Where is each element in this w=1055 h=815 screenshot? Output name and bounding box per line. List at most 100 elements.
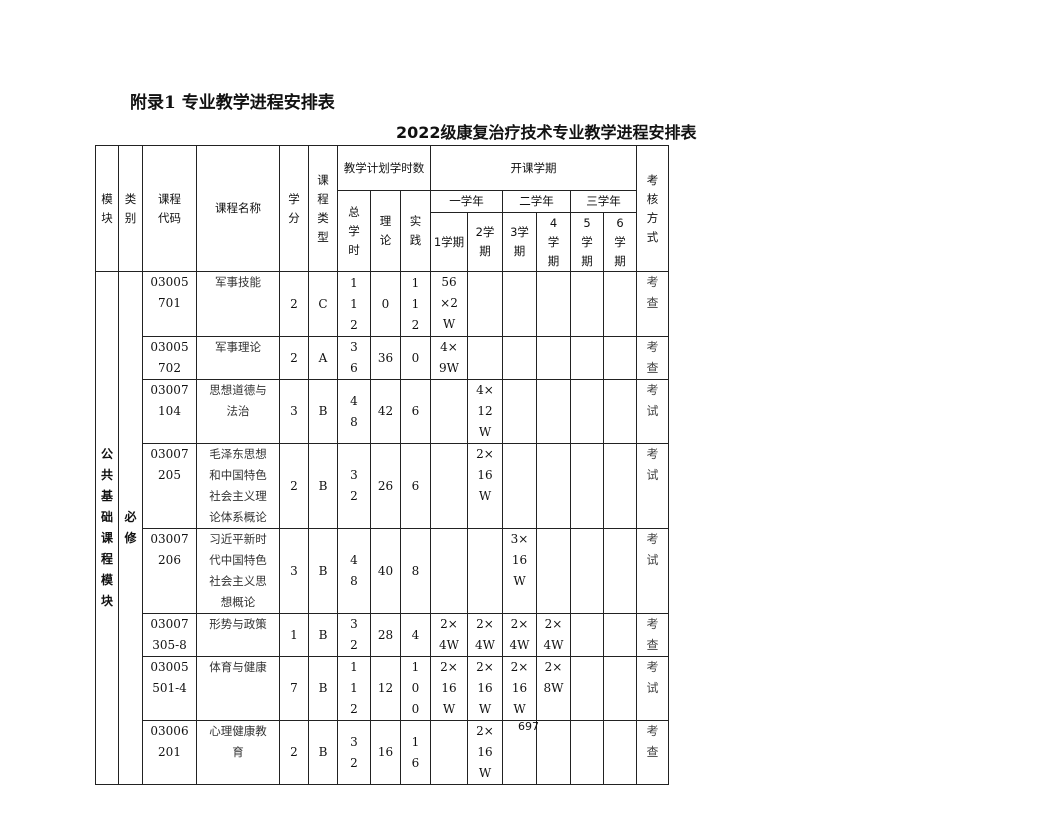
semester-6-cell — [603, 656, 637, 721]
header-total: 总学时 — [337, 190, 371, 272]
course-name: 形势与政策 — [196, 613, 280, 657]
theory-hours: 42 — [370, 379, 401, 444]
theory-hours: 40 — [370, 528, 401, 614]
course-type: B — [308, 379, 338, 444]
header-s3: 3学期 — [502, 212, 537, 272]
credit: 1 — [279, 613, 309, 657]
header-hours: 教学计划学时数 — [337, 145, 431, 191]
practice-hours: 6 — [400, 379, 431, 444]
semester-6-cell — [603, 379, 637, 444]
semester-6-cell — [603, 720, 637, 785]
course-code: 03007205 — [142, 443, 197, 529]
total-hours: 48 — [337, 528, 371, 614]
header-s4: 4学期 — [536, 212, 571, 272]
semester-2-cell: 2×16W — [467, 443, 503, 529]
practice-hours: 0 — [400, 336, 431, 380]
credit: 2 — [279, 720, 309, 785]
course-code: 03007206 — [142, 528, 197, 614]
course-code: 03007305-8 — [142, 613, 197, 657]
course-code: 03005501-4 — [142, 656, 197, 721]
semester-5-cell — [570, 528, 604, 614]
course-name: 军事技能 — [196, 271, 280, 337]
theory-hours: 28 — [370, 613, 401, 657]
semester-5-cell — [570, 613, 604, 657]
semester-3-cell: 2×4W — [502, 613, 537, 657]
course-type: B — [308, 443, 338, 529]
semester-5-cell — [570, 720, 604, 785]
header-s5: 5学期 — [570, 212, 604, 272]
header-year1: 一学年 — [430, 190, 503, 213]
semester-1-cell — [430, 528, 468, 614]
semester-2-cell — [467, 271, 503, 337]
semester-3-cell — [502, 271, 537, 337]
table-row: 03006201 心理健康教育 2 B 32 16 16 2×16W 考查 — [96, 720, 669, 785]
semester-5-cell — [570, 271, 604, 337]
semester-4-cell — [536, 443, 571, 529]
appendix-title: 附录1 专业教学进程安排表 — [130, 93, 335, 113]
header-semesters: 开课学期 — [430, 145, 637, 191]
semester-5-cell — [570, 336, 604, 380]
credit: 2 — [279, 443, 309, 529]
module-cell: 公共基础课程模块 — [95, 271, 119, 785]
semester-2-cell — [467, 528, 503, 614]
header-s6: 6学期 — [603, 212, 637, 272]
semester-6-cell — [603, 613, 637, 657]
theory-hours: 0 — [370, 271, 401, 337]
exam-method: 考查 — [636, 720, 669, 785]
semester-4-cell — [536, 528, 571, 614]
semester-2-cell: 4×12W — [467, 379, 503, 444]
course-name: 毛泽东思想和中国特色社会主义理论体系概论 — [196, 443, 280, 529]
semester-4-cell — [536, 379, 571, 444]
header-practice: 实践 — [400, 190, 431, 272]
header-year3: 三学年 — [570, 190, 637, 213]
semester-6-cell — [603, 443, 637, 529]
semester-4-cell — [536, 720, 571, 785]
semester-3-cell — [502, 443, 537, 529]
header-credit: 学分 — [279, 145, 309, 272]
table-row: 03007305-8 形势与政策 1 B 32 28 4 2×4W 2×4W 2×4W 2×4W 考查 — [96, 613, 669, 657]
exam-method: 考查 — [636, 336, 669, 380]
exam-method: 考查 — [636, 613, 669, 657]
table-row: 03005702 军事理论 2 A 36 36 0 4×9W 考查 — [96, 336, 669, 380]
header-theory: 理论 — [370, 190, 401, 272]
theory-hours: 12 — [370, 656, 401, 721]
theory-hours: 36 — [370, 336, 401, 380]
semester-2-cell: 2×16W — [467, 656, 503, 721]
semester-1-cell — [430, 720, 468, 785]
semester-6-cell — [603, 528, 637, 614]
course-type: B — [308, 720, 338, 785]
semester-3-cell: 3×16W — [502, 528, 537, 614]
semester-4-cell — [536, 336, 571, 380]
theory-hours: 16 — [370, 720, 401, 785]
credit: 2 — [279, 271, 309, 337]
total-hours: 32 — [337, 720, 371, 785]
semester-1-cell — [430, 379, 468, 444]
total-hours: 48 — [337, 379, 371, 444]
semester-4-cell — [536, 271, 571, 337]
practice-hours: 100 — [400, 656, 431, 721]
exam-method: 考试 — [636, 656, 669, 721]
semester-2-cell: 2×4W — [467, 613, 503, 657]
course-type: B — [308, 528, 338, 614]
credit: 3 — [279, 528, 309, 614]
semester-4-cell: 2×8W — [536, 656, 571, 721]
total-hours: 112 — [337, 656, 371, 721]
page-number: 697 — [518, 720, 539, 733]
semester-3-cell — [502, 379, 537, 444]
header-type: 课程类型 — [308, 145, 338, 272]
semester-6-cell — [603, 271, 637, 337]
semester-1-cell: 2×16W — [430, 656, 468, 721]
course-code: 03006201 — [142, 720, 197, 785]
semester-3-cell: 2×16W — [502, 656, 537, 721]
table-row: 03007205 毛泽东思想和中国特色社会主义理论体系概论 2 B 32 26 6 2×16W… — [96, 443, 669, 529]
course-name: 心理健康教育 — [196, 720, 280, 785]
course-type: C — [308, 271, 338, 337]
semester-5-cell — [570, 656, 604, 721]
credit: 7 — [279, 656, 309, 721]
practice-hours: 4 — [400, 613, 431, 657]
teaching-schedule-table: 模块 类别 课程代码 课程名称 学分 课程类型 教学计划学时数 开课学期 考核方… — [95, 145, 669, 785]
header-module: 模块 — [95, 145, 119, 272]
exam-method: 考试 — [636, 379, 669, 444]
table-row: 03005501-4 体育与健康 7 B 112 12 100 2×16W 2×16W 2×16W… — [96, 656, 669, 721]
practice-hours: 8 — [400, 528, 431, 614]
